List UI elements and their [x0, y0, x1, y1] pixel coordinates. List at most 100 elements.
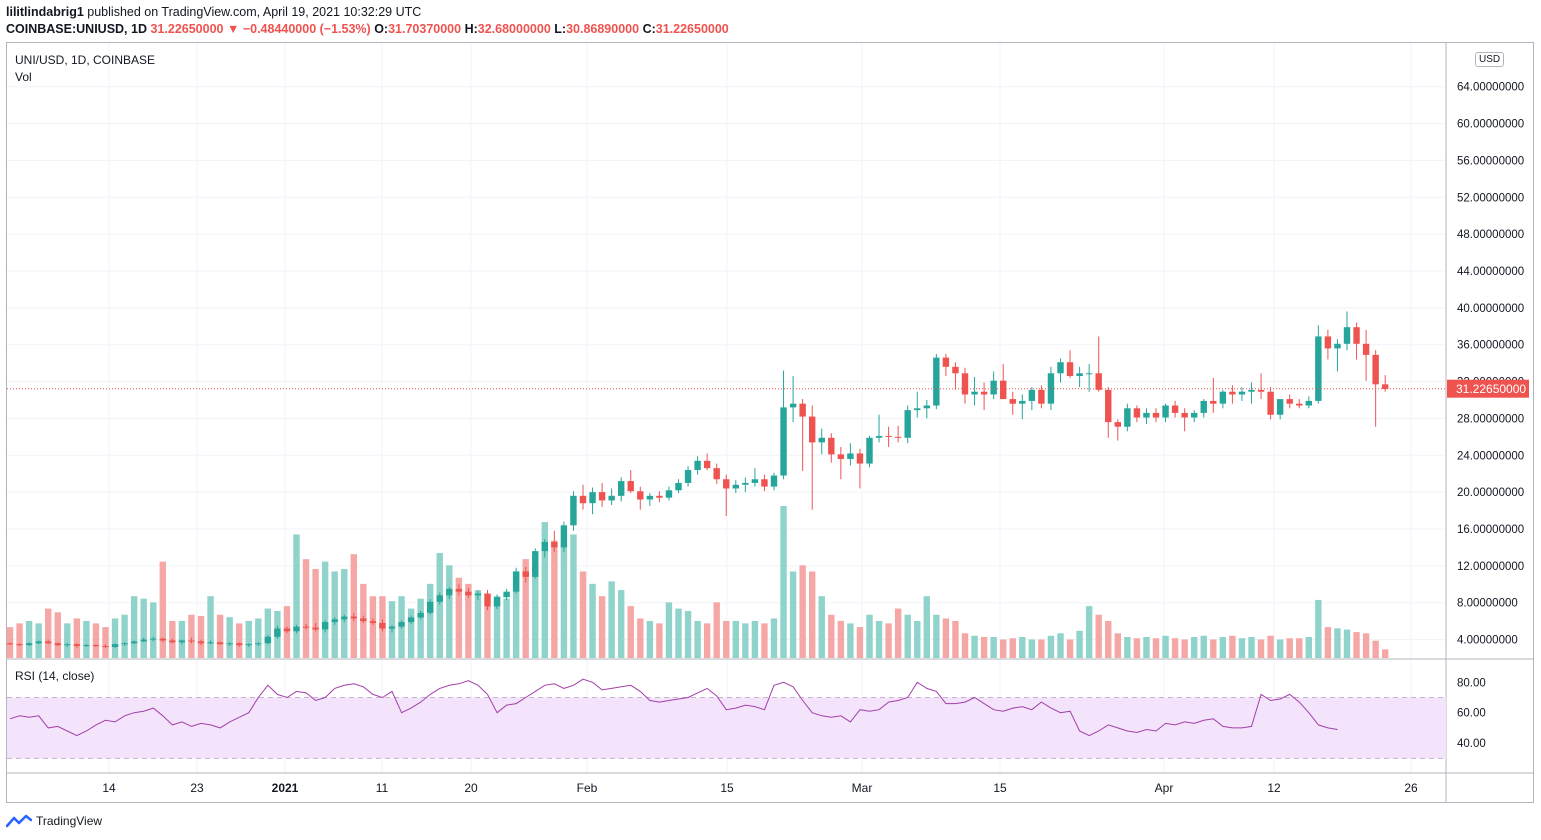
candle-body: [283, 628, 291, 632]
tradingview-logo-icon: [6, 814, 32, 828]
time-tick-label: 20: [464, 781, 478, 795]
candle-body: [618, 481, 625, 496]
candle-body: [1076, 373, 1083, 377]
candle-body: [6, 643, 14, 645]
candle-body: [1334, 343, 1341, 349]
candle-body: [369, 621, 377, 623]
volume-bar: [484, 606, 491, 658]
volume-bar: [73, 618, 81, 658]
price-tick-label: 4.00000000: [1457, 635, 1518, 647]
volume-legend[interactable]: Vol: [15, 70, 32, 84]
candle-body: [952, 366, 959, 374]
footer-brand[interactable]: TradingView: [6, 814, 102, 828]
currency-badge[interactable]: USD: [1475, 52, 1505, 67]
volume-bar: [828, 614, 835, 658]
candle-body: [541, 541, 548, 552]
volume-bar: [522, 559, 529, 658]
volume-bar: [207, 596, 214, 658]
volume-bar: [637, 618, 644, 658]
candle-body: [474, 593, 482, 596]
candle-body: [1229, 391, 1236, 395]
candle-body: [16, 644, 23, 646]
candle-body: [923, 405, 930, 409]
candle-body: [847, 453, 854, 459]
candle-body: [1382, 384, 1389, 389]
volume-bar: [1362, 633, 1370, 658]
candle-body: [398, 622, 405, 627]
volume-bar: [465, 583, 472, 658]
candle-body: [837, 454, 845, 459]
candle-body: [216, 642, 224, 645]
candle-body: [350, 616, 357, 619]
volume-bar: [1343, 629, 1351, 658]
volume-bar: [990, 636, 997, 658]
price-change: −0.48440000 (−1.53%): [242, 22, 371, 36]
last-price-axis-label: 31.22650000: [1456, 382, 1526, 396]
candle-body: [417, 612, 424, 618]
candle-body: [455, 588, 463, 592]
time-tick-label: 2021: [272, 781, 299, 795]
candle-body: [818, 437, 825, 443]
volume-bar: [64, 623, 71, 658]
candle-body: [1210, 400, 1217, 404]
candle-body: [264, 636, 272, 644]
volume-bar: [904, 614, 911, 658]
candle-body: [579, 495, 587, 504]
candle-body: [713, 468, 720, 480]
candle-body: [914, 408, 921, 411]
candle-body: [646, 495, 654, 500]
candle-body: [1038, 389, 1045, 404]
candle-body: [608, 495, 615, 501]
volume-bar: [875, 620, 883, 658]
volume-bar: [1248, 636, 1255, 658]
candle-body: [1372, 354, 1379, 385]
volume-bar: [130, 596, 138, 658]
rsi-legend[interactable]: RSI (14, close): [15, 669, 95, 683]
candle-body: [656, 495, 663, 498]
candle-body: [388, 626, 396, 629]
candle-body: [789, 403, 797, 408]
open-value: 31.70370000: [388, 22, 462, 36]
volume-bar: [1353, 632, 1360, 658]
candle-body: [1343, 327, 1351, 344]
volume-bar: [331, 571, 338, 658]
author-name[interactable]: lilitlindabrig1: [6, 5, 84, 19]
volume-bar: [589, 583, 596, 658]
candle-body: [169, 640, 176, 643]
volume-bar: [1047, 635, 1055, 658]
candle-body: [1353, 327, 1360, 344]
price-tick-label: 24.00000000: [1457, 450, 1524, 462]
candle-body: [694, 460, 701, 471]
volume-bar: [789, 571, 797, 658]
candle-body: [1095, 373, 1102, 390]
candle-body: [25, 643, 33, 646]
candle-body: [197, 641, 205, 644]
candle-body: [703, 460, 711, 469]
main-legend-title[interactable]: UNI/USD, 1D, COINBASE: [15, 53, 156, 67]
volume-bar: [121, 614, 128, 658]
candle-body: [723, 479, 730, 489]
open-label: O:: [374, 22, 389, 36]
candle-body: [1028, 389, 1036, 401]
volume-bar: [942, 618, 950, 658]
volume-bar: [102, 627, 109, 658]
price-tick-label: 8.00000000: [1457, 598, 1518, 610]
volume-bar: [579, 571, 587, 658]
volume-bar: [503, 598, 510, 658]
volume-bar: [894, 608, 902, 658]
time-tick-label: Apr: [1155, 781, 1174, 795]
candle-body: [493, 597, 501, 607]
candle-body: [1286, 399, 1293, 404]
candle-body: [1171, 405, 1179, 413]
last-price-label-box: [1447, 379, 1529, 398]
volume-bar: [761, 623, 768, 658]
candle-body: [990, 380, 997, 395]
candle-body: [532, 551, 539, 577]
volume-bar: [321, 561, 329, 658]
volume-bar: [512, 571, 520, 658]
close-label: C:: [642, 22, 656, 36]
volume-bar: [1019, 636, 1026, 658]
volume-bar: [961, 633, 969, 658]
candle-body: [866, 437, 873, 464]
